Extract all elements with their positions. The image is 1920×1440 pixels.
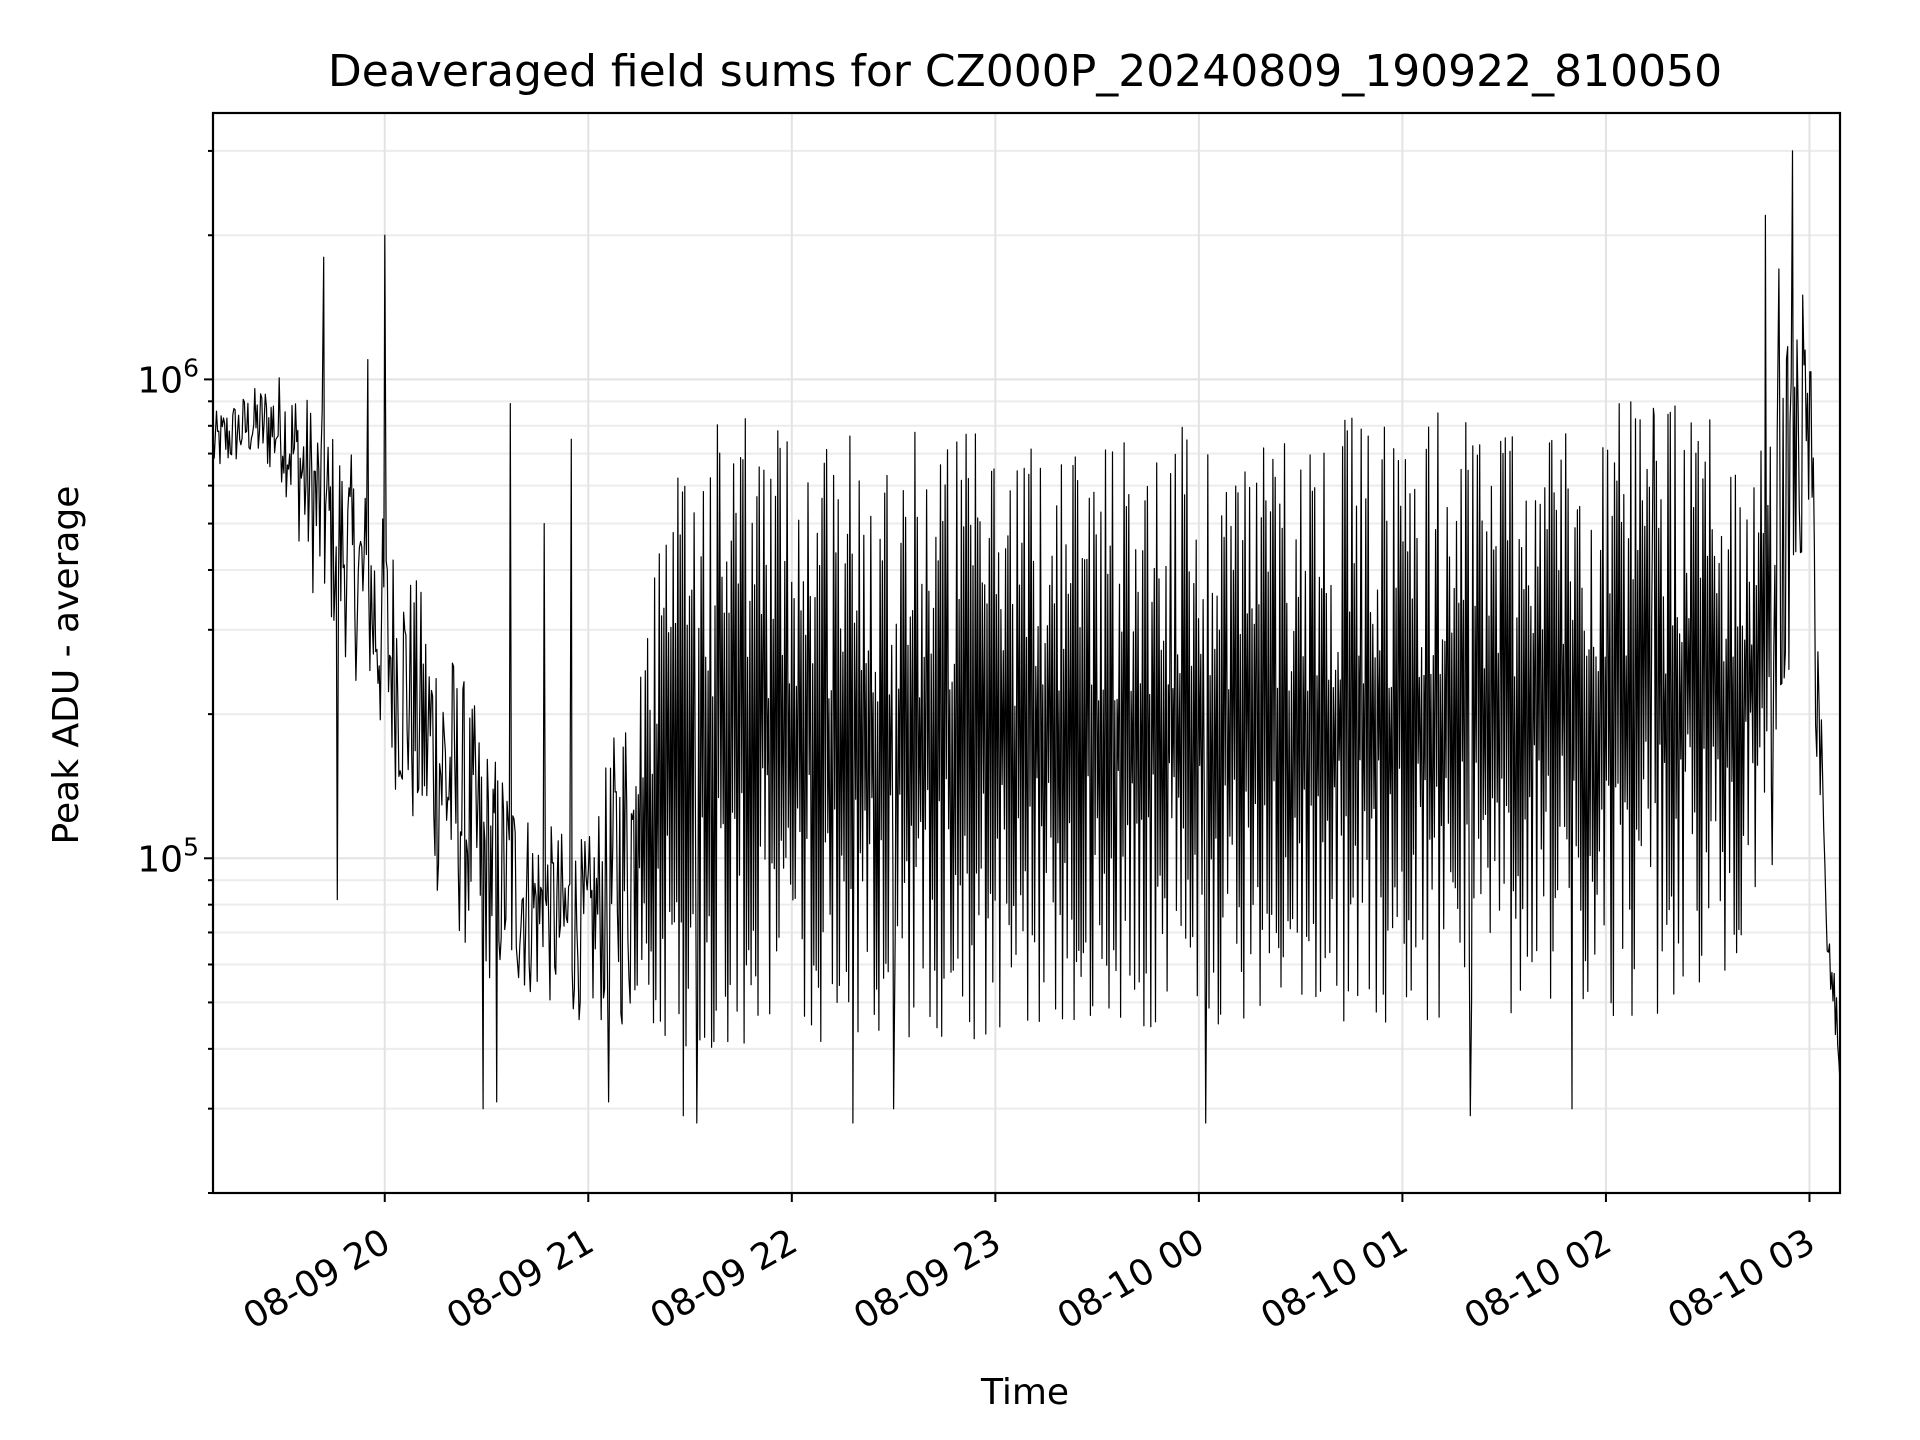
x-axis-label: Time — [980, 1372, 1069, 1413]
series-line — [213, 150, 1840, 1124]
y-tick-base: 10 — [137, 360, 183, 401]
chart-title: Deaveraged field sums for CZ000P_2024080… — [328, 46, 1722, 97]
x-tick-label: 08-09 22 — [644, 1221, 805, 1337]
y-tick-exponent: 5 — [183, 832, 199, 861]
x-tick-label: 08-09 21 — [440, 1221, 601, 1337]
x-tick-label: 08-09 23 — [847, 1221, 1008, 1337]
y-tick-base: 10 — [137, 839, 183, 880]
y-tick-label: 105 — [137, 832, 199, 880]
x-tick-label: 08-10 03 — [1661, 1221, 1822, 1337]
plot-layer — [213, 150, 1840, 1124]
y-tick-exponent: 6 — [183, 353, 199, 382]
x-tick-label: 08-10 00 — [1051, 1221, 1212, 1337]
plot-frame — [211, 111, 1842, 1195]
y-axis-label: Peak ADU - average — [46, 486, 87, 845]
x-tick-label: 08-10 02 — [1458, 1221, 1619, 1337]
x-tick-label: 08-09 20 — [237, 1221, 398, 1337]
y-tick-label: 106 — [137, 353, 199, 401]
x-tick-label: 08-10 01 — [1254, 1221, 1415, 1337]
x-axis: 08-09 20 08-09 21 08-09 22 08-09 23 08-10 00… — [237, 1193, 1822, 1338]
